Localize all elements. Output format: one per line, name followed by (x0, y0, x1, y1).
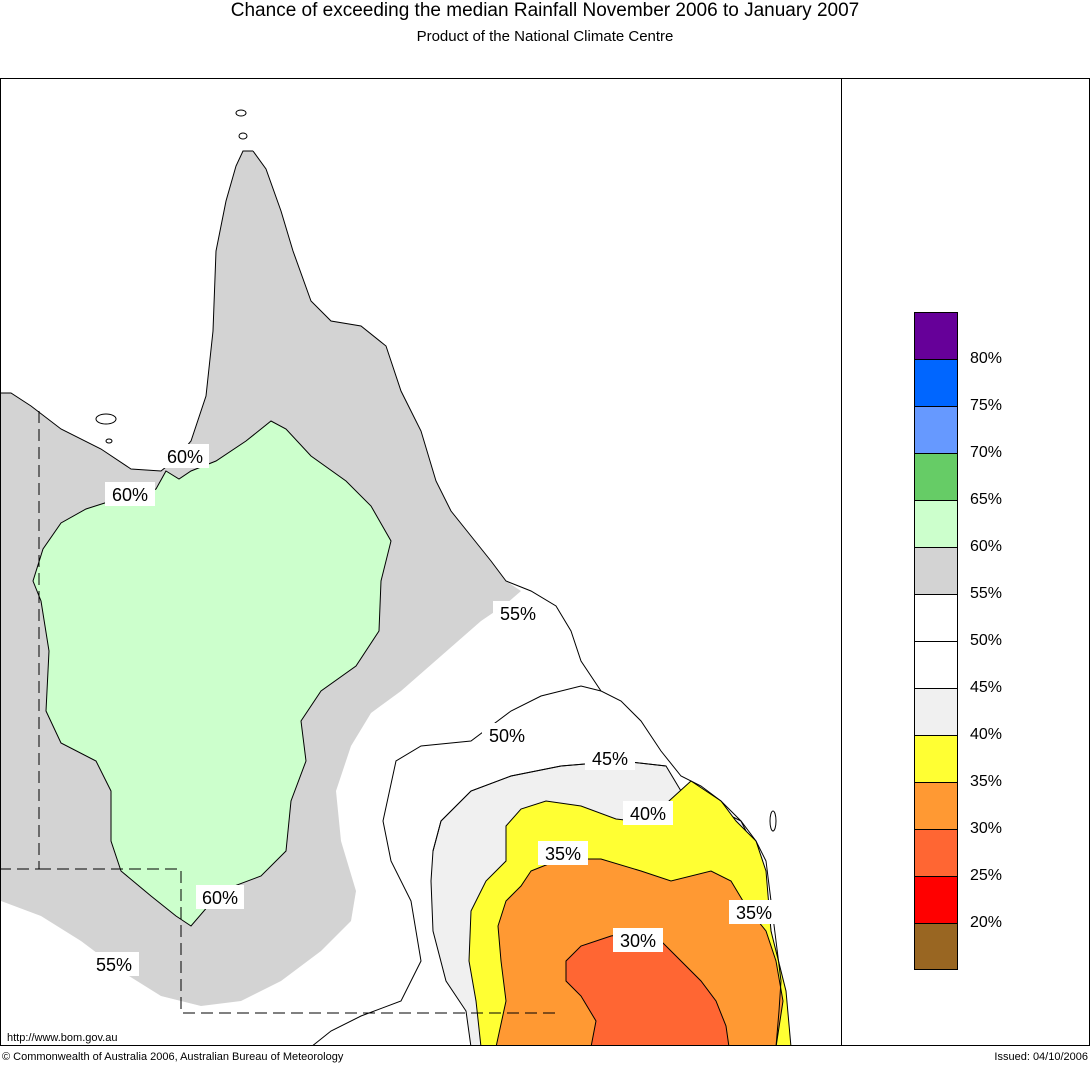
map-title: Chance of exceeding the median Rainfall … (230, 0, 860, 21)
contour-label-55-southwest: 55% (89, 952, 139, 976)
legend-swatch (914, 782, 958, 829)
legend-label: 30% (970, 820, 1003, 837)
legend-label: 65% (970, 491, 1003, 508)
legend-swatch (914, 500, 958, 547)
contour-50 (312, 685, 602, 1045)
svg-text:60%: 60% (202, 888, 238, 908)
legend-swatch (914, 406, 958, 453)
svg-text:35%: 35% (545, 844, 581, 864)
contour-label-45: 45% (585, 746, 635, 770)
svg-text:50%: 50% (489, 726, 525, 746)
legend-swatch (914, 641, 958, 688)
contour-label-30: 30% (613, 928, 663, 952)
svg-text:30%: 30% (620, 931, 656, 951)
legend-label: 20% (970, 914, 1003, 931)
legend-swatch (914, 876, 958, 923)
copyright-text: © Commonwealth of Australia 2006, Austra… (2, 1051, 344, 1063)
legend-colorbar (914, 312, 958, 970)
legend-label: 50% (970, 632, 1003, 649)
legend-label: 70% (970, 444, 1003, 461)
legend-swatch (914, 923, 958, 970)
svg-text:60%: 60% (112, 485, 148, 505)
contour-label-50: 50% (482, 723, 532, 747)
state-border-sa (39, 868, 561, 1014)
legend-swatch (914, 312, 958, 359)
contour-label-35-west: 35% (538, 841, 588, 865)
contour-label-60-south: 60% (196, 885, 244, 909)
contour-label-55-east: 55% (493, 601, 543, 625)
contour-label-35-east: 35% (729, 900, 779, 924)
green-region-above-60 (32, 420, 392, 927)
legend-label: 40% (970, 726, 1003, 743)
legend-swatch (914, 359, 958, 406)
legend-swatch (914, 594, 958, 641)
legend-label: 35% (970, 773, 1003, 790)
map-subtitle: Product of the National Climate Centre (416, 28, 674, 45)
contour-label-60-gulf: 60% (161, 444, 209, 468)
contour-label-60-west: 60% (105, 482, 155, 506)
svg-text:40%: 40% (630, 804, 666, 824)
legend-label: 75% (970, 397, 1003, 414)
svg-text:35%: 35% (736, 903, 772, 923)
svg-text:60%: 60% (167, 447, 203, 467)
svg-text:55%: 55% (96, 955, 132, 975)
legend-label: 45% (970, 679, 1003, 696)
legend-label: 60% (970, 538, 1003, 555)
legend-label: 80% (970, 350, 1003, 367)
legend-swatch (914, 688, 958, 735)
issued-date: Issued: 04/10/2006 (994, 1051, 1088, 1063)
legend-swatch (914, 547, 958, 594)
contour-label-40: 40% (623, 801, 673, 825)
coastline (252, 150, 782, 1045)
legend-label: 55% (970, 585, 1003, 602)
legend-label: 25% (970, 867, 1003, 884)
bom-url: http://www.bom.gov.au (7, 1032, 118, 1044)
svg-text:55%: 55% (500, 604, 536, 624)
legend-swatch (914, 735, 958, 782)
legend-swatch (914, 453, 958, 500)
svg-text:45%: 45% (592, 749, 628, 769)
legend-swatch (914, 829, 958, 876)
map-panel: 60% 60% 55% 50% 45% 40% 35% 60% (0, 78, 842, 1046)
legend-panel (842, 78, 1090, 1046)
rainfall-map: 60% 60% 55% 50% 45% 40% 35% 60% (1, 79, 841, 1045)
